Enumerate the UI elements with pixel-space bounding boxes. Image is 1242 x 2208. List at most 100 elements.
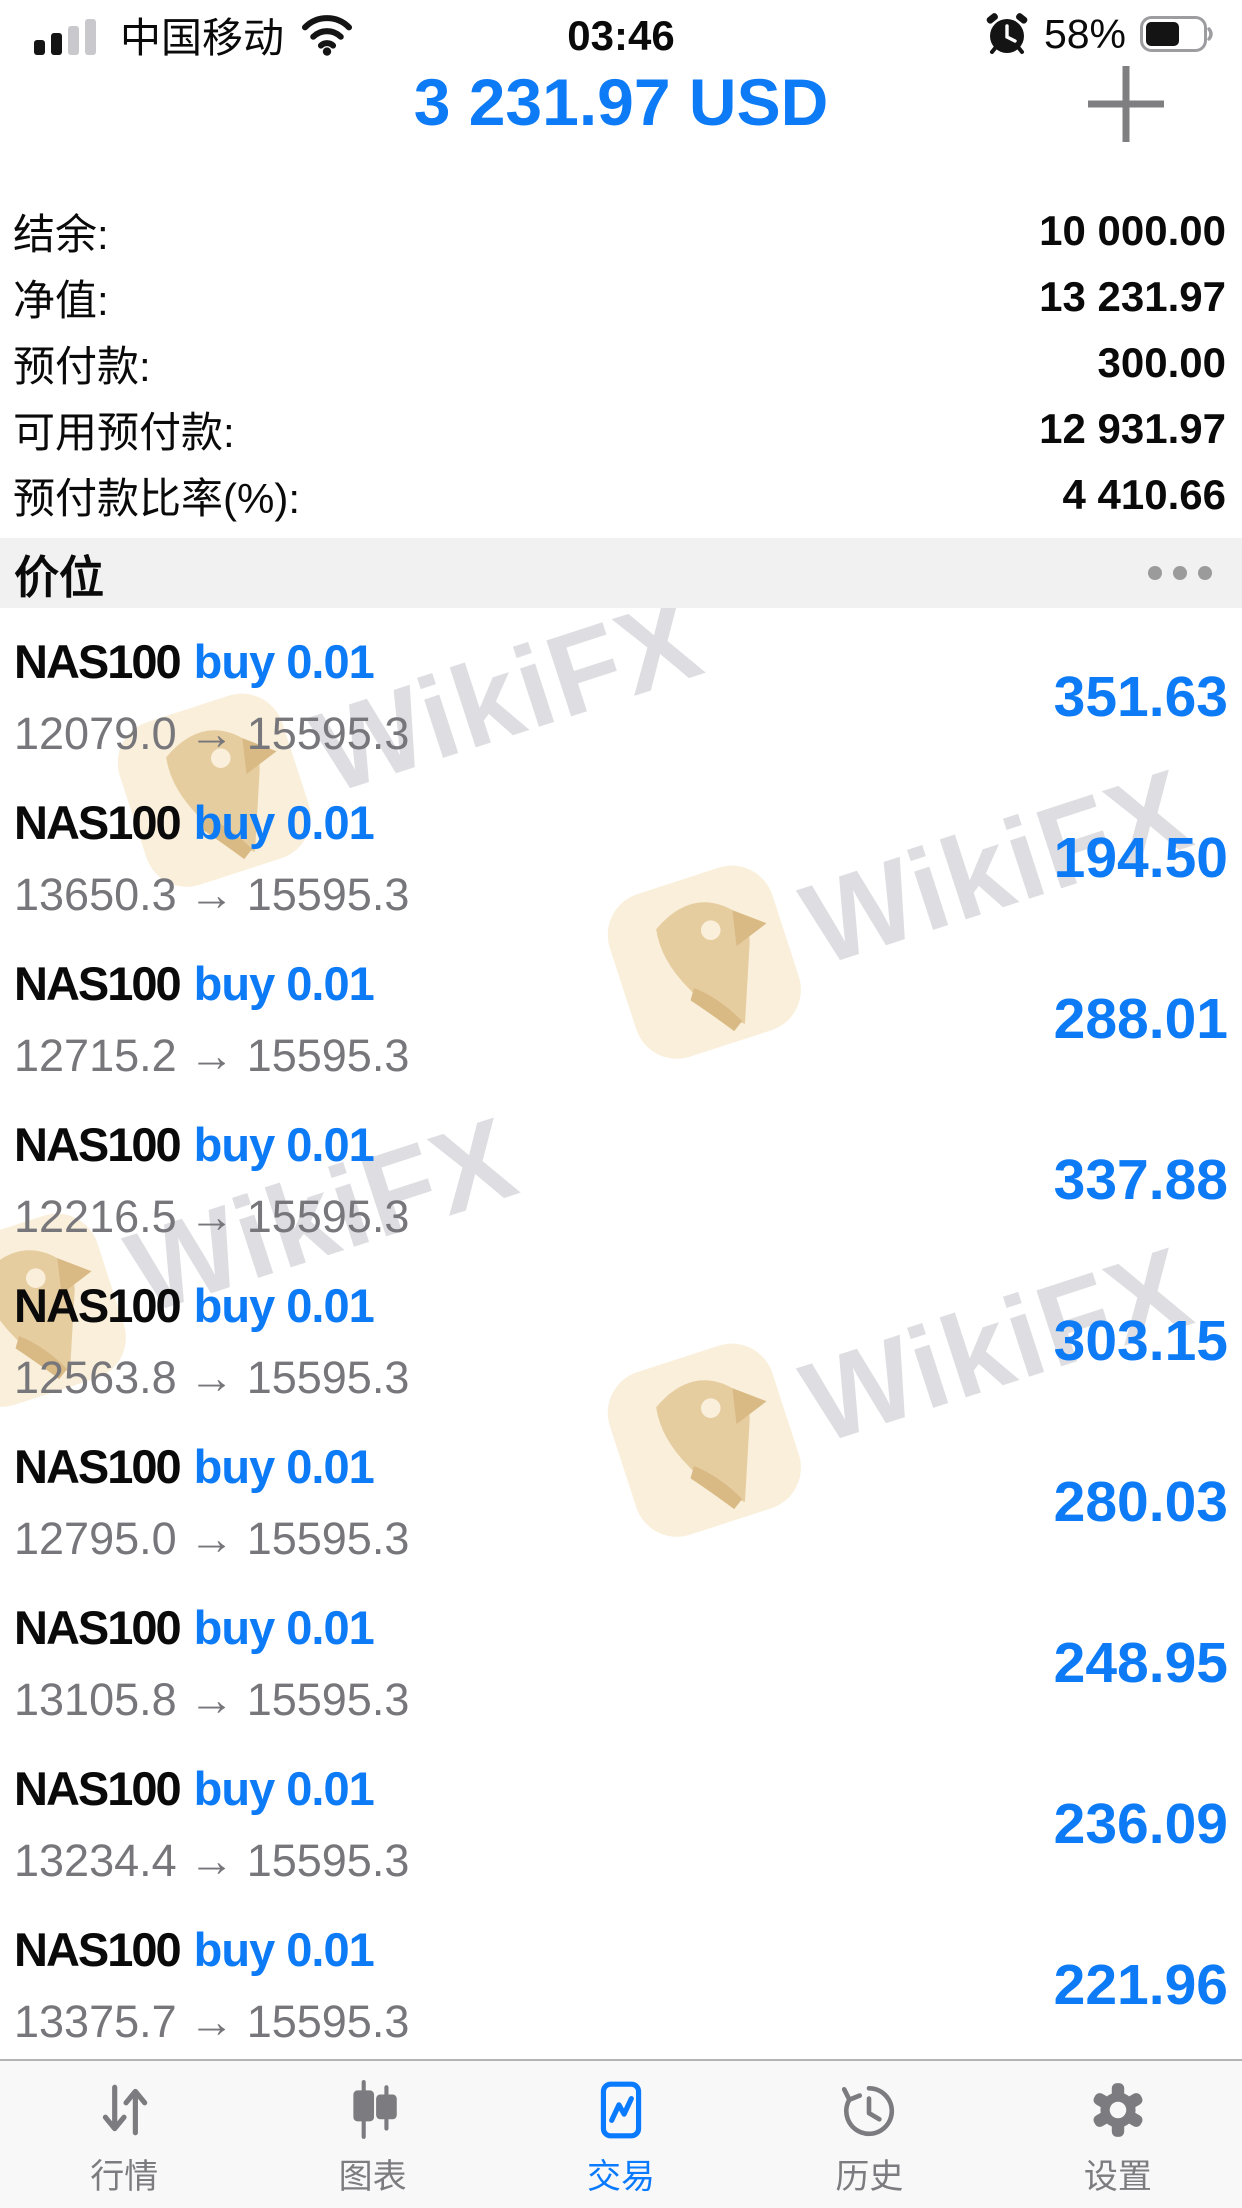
position-profit: 194.50	[1053, 826, 1228, 890]
battery-percent-label: 58%	[1043, 10, 1126, 57]
position-side-volume: buy 0.01	[193, 1601, 375, 1654]
position-row[interactable]: NAS100 buy 0.01 13234.4 → 15595.3 236.09	[0, 1735, 1242, 1896]
open-price: 12715.2	[14, 1030, 177, 1081]
arrow-glyph: →	[189, 708, 235, 759]
position-symbol: NAS100	[14, 1440, 182, 1493]
position-profit: 280.03	[1053, 1470, 1228, 1534]
position-symbol: NAS100	[14, 796, 182, 849]
tab-quotes[interactable]: 行情	[0, 2061, 248, 2208]
open-price: 12795.0	[14, 1513, 177, 1564]
position-side-volume: buy 0.01	[193, 796, 375, 849]
tab-charts-label: 图表	[338, 2158, 407, 2196]
position-symbol: NAS100	[14, 635, 182, 688]
position-profit: 221.96	[1053, 1953, 1228, 2017]
account-row-margin-level: 预付款比率(%): 4 410.66	[0, 462, 1242, 528]
tab-history-label: 历史	[835, 2158, 904, 2196]
position-side-volume: buy 0.01	[193, 1279, 375, 1332]
more-options-icon[interactable]	[1148, 566, 1212, 580]
current-price: 15595.3	[246, 1352, 410, 1403]
margin-label: 预付款:	[13, 342, 151, 390]
positions-list: WikiFX WikiFX WikiFX WikiFX	[0, 608, 1242, 2059]
position-symbol: NAS100	[14, 1601, 182, 1654]
position-side-volume: buy 0.01	[193, 1118, 375, 1171]
account-row-equity: 净值: 13 231.97	[0, 264, 1242, 330]
clock-time: 03:46	[567, 12, 675, 59]
position-symbol: NAS100	[14, 1279, 182, 1332]
position-row[interactable]: NAS100 buy 0.01 12079.0 → 15595.3 351.63	[0, 608, 1242, 769]
position-row[interactable]: NAS100 buy 0.01 13650.3 → 15595.3 194.50	[0, 769, 1242, 930]
alarm-icon	[986, 13, 1028, 54]
settings-gear-icon	[1093, 2083, 1143, 2137]
open-price: 13105.8	[14, 1674, 177, 1725]
position-side-volume: buy 0.01	[193, 957, 375, 1010]
position-profit: 303.15	[1053, 1309, 1228, 1373]
current-price: 15595.3	[246, 708, 410, 759]
position-side-volume: buy 0.01	[193, 635, 375, 688]
open-price: 13650.3	[14, 869, 177, 920]
current-price: 15595.3	[246, 1191, 410, 1242]
position-profit: 288.01	[1053, 987, 1228, 1051]
position-profit: 248.95	[1053, 1631, 1228, 1695]
position-symbol: NAS100	[14, 957, 182, 1010]
margin-level-value: 4 410.66	[1062, 471, 1227, 518]
arrow-glyph: →	[189, 1674, 235, 1725]
position-side-volume: buy 0.01	[193, 1762, 375, 1815]
tab-settings-label: 设置	[1083, 2158, 1152, 2196]
arrow-glyph: →	[189, 1996, 235, 2047]
tab-trade-label: 交易	[587, 2158, 656, 2196]
trade-chart-icon	[600, 2081, 642, 2139]
equity-label: 净值:	[13, 276, 109, 324]
account-summary: 结余: 10 000.00 净值: 13 231.97 预付款: 300.00 …	[0, 198, 1242, 528]
margin-value: 300.00	[1097, 339, 1226, 386]
position-row[interactable]: NAS100 buy 0.01 13375.7 → 15595.3 221.96	[0, 1896, 1242, 2057]
wifi-icon	[301, 15, 353, 56]
position-profit: 337.88	[1053, 1148, 1228, 1212]
free-margin-value: 12 931.97	[1039, 405, 1226, 452]
balance-label: 结余:	[13, 210, 109, 258]
equity-value: 13 231.97	[1039, 273, 1226, 320]
position-side-volume: buy 0.01	[193, 1923, 375, 1976]
chart-candles-icon	[352, 2080, 397, 2139]
position-symbol: NAS100	[14, 1923, 182, 1976]
account-row-balance: 结余: 10 000.00	[0, 198, 1242, 264]
tab-history[interactable]: 历史	[745, 2061, 993, 2208]
account-profit-title: 3 231.97 USD	[413, 65, 829, 139]
current-price: 15595.3	[246, 1835, 410, 1886]
tab-settings[interactable]: 设置	[994, 2061, 1242, 2208]
tab-quotes-label: 行情	[90, 2158, 159, 2196]
open-price: 12563.8	[14, 1352, 177, 1403]
positions-section-title: 价位	[14, 551, 105, 603]
open-price: 12079.0	[14, 708, 177, 759]
open-price: 13375.7	[14, 1996, 177, 2047]
tab-charts[interactable]: 图表	[248, 2061, 496, 2208]
positions-section-bar: 价位	[0, 538, 1242, 608]
add-order-button[interactable]	[1088, 66, 1164, 142]
position-row[interactable]: NAS100 buy 0.01 12216.5 → 15595.3 337.88	[0, 1091, 1242, 1252]
position-row[interactable]: NAS100 buy 0.01 12795.0 → 15595.3 280.03	[0, 1413, 1242, 1574]
position-symbol: NAS100	[14, 1762, 182, 1815]
position-profit: 351.63	[1053, 665, 1228, 729]
position-row[interactable]: NAS100 buy 0.01 13105.8 → 15595.3 248.95	[0, 1574, 1242, 1735]
arrow-glyph: →	[189, 869, 235, 920]
free-margin-label: 可用预付款:	[13, 408, 235, 456]
history-clock-icon	[842, 2085, 895, 2137]
arrow-glyph: →	[189, 1352, 235, 1403]
arrow-glyph: →	[189, 1191, 235, 1242]
current-price: 15595.3	[246, 1030, 410, 1081]
current-price: 15595.3	[246, 1513, 410, 1564]
quotes-arrows-icon	[103, 2084, 148, 2136]
position-profit: 236.09	[1053, 1792, 1228, 1856]
position-symbol: NAS100	[14, 1118, 182, 1171]
position-row[interactable]: NAS100 buy 0.01 12715.2 → 15595.3 288.01	[0, 930, 1242, 1091]
battery-icon	[1140, 16, 1213, 52]
carrier-label: 中国移动	[120, 15, 284, 61]
account-row-free-margin: 可用预付款: 12 931.97	[0, 396, 1242, 462]
position-side-volume: buy 0.01	[193, 1440, 375, 1493]
balance-value: 10 000.00	[1039, 207, 1226, 254]
margin-level-label: 预付款比率(%):	[13, 474, 300, 522]
status-bar: 中国移动 03:46 58%	[0, 0, 1242, 62]
bottom-tab-bar: 行情 图表 交易 历史	[0, 2059, 1242, 2208]
position-row[interactable]: NAS100 buy 0.01 12563.8 → 15595.3 303.15	[0, 1252, 1242, 1413]
open-price: 12216.5	[14, 1191, 177, 1242]
tab-trade[interactable]: 交易	[497, 2061, 745, 2208]
